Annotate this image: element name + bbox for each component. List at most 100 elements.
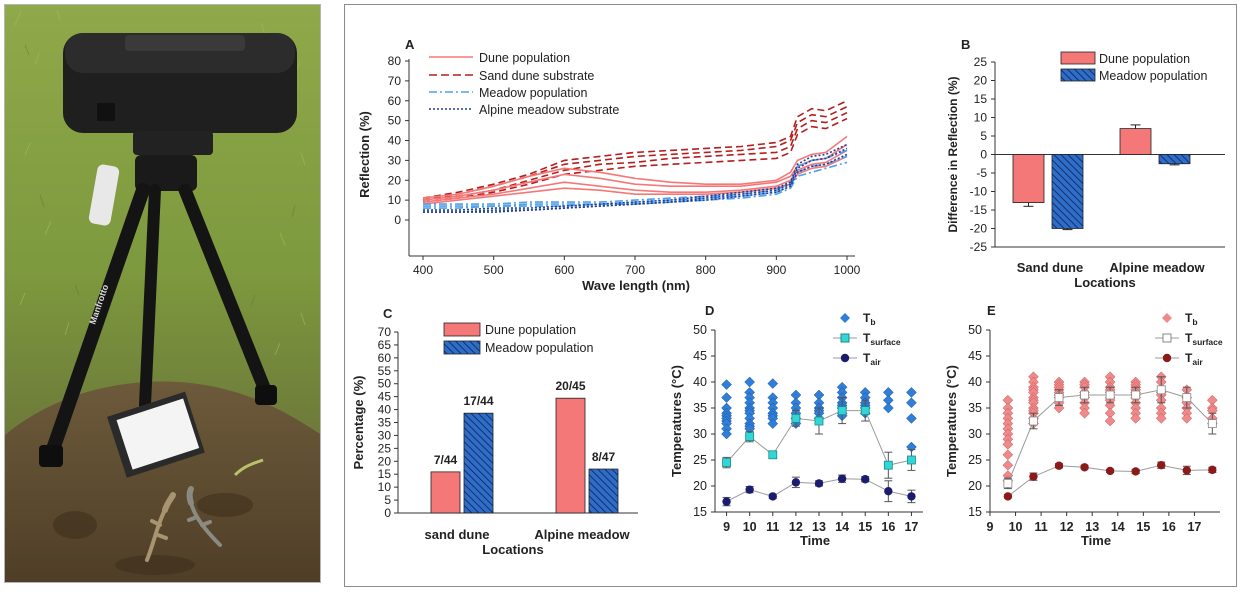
tsurface-point-e — [1029, 416, 1038, 426]
x-tick-label-a: 600 — [554, 263, 574, 277]
x-tick-label-a: 400 — [413, 263, 433, 277]
legend-label-main-e: T — [1185, 331, 1193, 345]
figure-panel: A 0 10 20 30 40 50 60 70 80 400 500 600 700 800 900 100… — [344, 4, 1237, 587]
y-tick-label-d: 45 — [693, 349, 707, 363]
y-tick-label-b: 20 — [974, 74, 988, 88]
y-tick-label-d: 25 — [693, 453, 707, 467]
y-tick-label-d: 40 — [693, 375, 707, 389]
panel-letter-a: A — [405, 37, 415, 52]
tair-point-e — [1080, 463, 1089, 472]
tsurface-point-d — [768, 450, 778, 460]
tb-point-d — [906, 387, 917, 398]
tair-point-d — [837, 474, 847, 483]
series-line-meadow-population — [423, 161, 848, 209]
bar-b-dune — [1012, 154, 1045, 203]
data-label-c: 17/44 — [463, 394, 493, 408]
bar-b-meadow — [1051, 154, 1084, 229]
series-line-dune-population — [422, 149, 848, 203]
y-axis-label-c: Percentage (%) — [351, 376, 366, 470]
series-line-dune-population — [422, 155, 848, 205]
tsurface-point-d — [837, 406, 847, 416]
legend-label-sub-e: b — [1192, 317, 1197, 327]
tb-point-d — [906, 413, 917, 424]
legend-a-alpine-meadow-substrate: Alpine meadow substrate — [479, 103, 619, 117]
data-label-c: 7/44 — [434, 453, 458, 467]
x-tick-label-d: 13 — [812, 520, 826, 534]
tair-point-d — [791, 478, 801, 487]
y-tick-label-c: 40 — [378, 403, 392, 417]
x-tick-label-a: 500 — [484, 263, 504, 277]
data-label-c: 8/47 — [592, 450, 616, 464]
tsurface-point-d — [860, 406, 870, 416]
legend-c: Dune population Meadow population — [443, 322, 593, 355]
y-tick-label-c: 45 — [378, 390, 392, 404]
y-tick-label-c: 65 — [378, 338, 392, 352]
legend-label-main-d: T — [863, 311, 871, 325]
x-tick-label-d: 11 — [766, 520, 779, 534]
panel-letter-c: C — [383, 306, 393, 321]
tsurface-point-e — [1182, 393, 1192, 403]
chart-e: E 15 20 25 30 35 40 45 50 9 10 11 12 13 14 15 16 17 Time T… — [944, 303, 1223, 548]
y-tick-label-b: 0 — [980, 148, 987, 162]
y-tick-label-c: 5 — [384, 493, 391, 507]
y-tick-label-b: 25 — [974, 55, 988, 69]
tsurface-point-d — [907, 455, 916, 465]
category-label-b: Alpine meadow — [1109, 260, 1205, 275]
legend-label-e: Tair — [1185, 351, 1203, 367]
legend-label-main-e: T — [1185, 311, 1193, 325]
tb-point-d — [721, 379, 732, 390]
legend-tsurface-marker-d — [840, 333, 850, 343]
y-tick-label-e: 35 — [968, 401, 982, 415]
x-axis-label-c: Locations — [482, 542, 543, 557]
series-line-sand-dune-substrate — [422, 117, 848, 203]
tsurface-point-e — [1003, 478, 1013, 488]
tsurface-point-d — [814, 416, 824, 426]
y-tick-label-a: 50 — [388, 114, 402, 128]
x-tick-label-e: 14 — [1111, 520, 1125, 534]
tair-point-d — [745, 485, 754, 494]
x-axis-label-a: Wave length (nm) — [582, 278, 690, 293]
legend-label-sub-e: surface — [1192, 337, 1223, 347]
lizard-icon — [186, 486, 222, 547]
legend-b-meadow-population: Meadow population — [1099, 69, 1207, 83]
legend-label-d: Tsurface — [863, 331, 901, 347]
legend-c-meadow-population: Meadow population — [485, 341, 593, 355]
y-tick-label-a: 80 — [388, 54, 402, 68]
x-tick-label-e: 9 — [987, 520, 994, 534]
legend-tb-marker-d — [840, 313, 850, 323]
tb-point-e — [1002, 449, 1014, 461]
legend-label-main-e: T — [1185, 351, 1193, 365]
field-photo: Manfrotto — [5, 5, 320, 582]
tair-point-e — [1157, 461, 1166, 470]
legend-c-dune-population: Dune population — [485, 323, 576, 337]
legend-a-meadow-population: Meadow population — [479, 86, 587, 100]
tair-point-d — [884, 487, 893, 496]
tair-point-e — [1054, 461, 1064, 470]
x-tick-label-e: 17 — [1187, 520, 1201, 534]
bar-b-dune — [1119, 128, 1152, 155]
x-tick-label-d: 9 — [723, 520, 730, 534]
y-tick-label-d: 30 — [693, 427, 707, 441]
legend-label-main-d: T — [863, 331, 871, 345]
y-tick-label-b: -15 — [970, 203, 988, 217]
legend-b: Dune population Meadow population — [1060, 51, 1207, 83]
y-tick-label-e: 30 — [968, 427, 982, 441]
tair-point-d — [768, 492, 777, 501]
series-line-sand-dune-substrate — [422, 111, 848, 201]
y-tick-label-a: 70 — [388, 74, 402, 88]
y-tick-label-a: 10 — [388, 193, 402, 207]
y-tick-label-b: 15 — [974, 92, 988, 106]
y-tick-label-a: 20 — [388, 173, 402, 187]
y-tick-label-b: -25 — [970, 240, 988, 254]
x-axis-label-d: Time — [800, 533, 830, 548]
tair-point-e — [1003, 492, 1013, 501]
tair-point-e — [1131, 467, 1140, 476]
x-tick-label-e: 15 — [1136, 520, 1150, 534]
tb-point-d — [882, 402, 894, 414]
tair-point-d — [861, 475, 870, 484]
y-tick-label-c: 20 — [378, 454, 392, 468]
x-tick-label-a: 900 — [766, 263, 786, 277]
y-tick-label-a: 40 — [388, 134, 402, 148]
